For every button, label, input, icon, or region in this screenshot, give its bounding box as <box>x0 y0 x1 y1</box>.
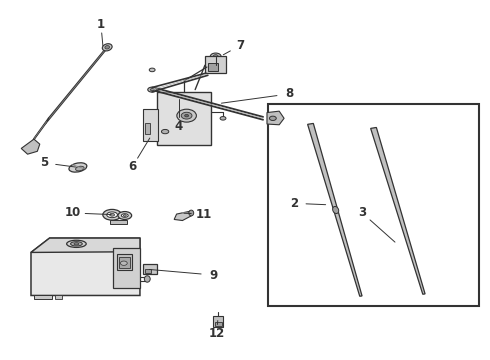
Bar <box>215 321 221 326</box>
Ellipse shape <box>122 214 128 217</box>
Ellipse shape <box>121 261 127 265</box>
Bar <box>34 295 52 299</box>
Bar <box>110 220 127 224</box>
Ellipse shape <box>145 276 150 282</box>
Ellipse shape <box>181 112 192 119</box>
Text: 12: 12 <box>209 327 225 340</box>
Ellipse shape <box>210 53 221 59</box>
Ellipse shape <box>74 243 79 245</box>
Text: 6: 6 <box>128 160 137 173</box>
Polygon shape <box>31 238 140 296</box>
Ellipse shape <box>75 166 84 171</box>
Ellipse shape <box>150 89 154 91</box>
Ellipse shape <box>220 117 226 120</box>
Text: 1: 1 <box>97 18 105 31</box>
Bar <box>144 264 157 274</box>
Bar <box>119 257 130 268</box>
Ellipse shape <box>110 213 115 216</box>
Text: 8: 8 <box>285 87 293 100</box>
Ellipse shape <box>161 130 169 134</box>
Ellipse shape <box>103 210 122 220</box>
Ellipse shape <box>67 240 86 247</box>
Polygon shape <box>308 123 362 296</box>
Ellipse shape <box>118 212 132 220</box>
Text: 10: 10 <box>65 207 81 220</box>
Ellipse shape <box>105 46 110 49</box>
Text: 11: 11 <box>196 208 212 221</box>
Text: 4: 4 <box>175 120 183 133</box>
Ellipse shape <box>213 55 218 58</box>
Polygon shape <box>113 248 140 288</box>
Polygon shape <box>370 127 425 294</box>
Ellipse shape <box>71 242 82 246</box>
Ellipse shape <box>123 215 126 216</box>
Ellipse shape <box>149 68 155 72</box>
Bar <box>145 269 151 273</box>
Text: 3: 3 <box>358 207 367 220</box>
Bar <box>117 254 132 270</box>
Bar <box>213 316 223 327</box>
Polygon shape <box>21 139 40 154</box>
Ellipse shape <box>185 114 189 117</box>
Bar <box>146 123 150 134</box>
Ellipse shape <box>148 87 157 92</box>
Text: 2: 2 <box>290 197 298 210</box>
Text: 9: 9 <box>209 269 218 282</box>
Polygon shape <box>174 211 191 221</box>
Text: 5: 5 <box>40 156 48 169</box>
Text: 7: 7 <box>236 39 244 52</box>
Bar <box>208 63 218 71</box>
Polygon shape <box>157 92 211 145</box>
Ellipse shape <box>177 109 196 122</box>
Polygon shape <box>31 238 140 252</box>
Ellipse shape <box>107 212 118 218</box>
Polygon shape <box>267 111 284 125</box>
Ellipse shape <box>270 116 276 121</box>
Bar <box>55 296 62 299</box>
Ellipse shape <box>189 210 194 216</box>
Ellipse shape <box>69 163 87 172</box>
Bar <box>269 104 479 306</box>
Ellipse shape <box>333 206 339 213</box>
Bar <box>144 109 158 141</box>
Ellipse shape <box>102 44 112 51</box>
Bar <box>205 56 226 73</box>
